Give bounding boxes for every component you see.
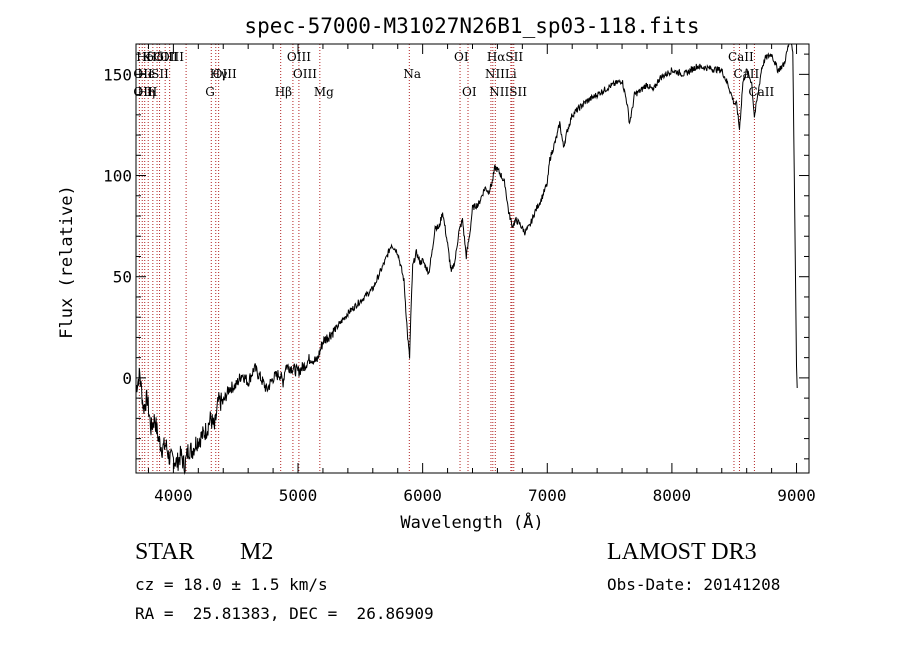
emission-line-label-26: CaII — [733, 67, 759, 81]
x-tick-label-9000: 9000 — [777, 486, 816, 505]
emission-line-label-12: H — [147, 85, 157, 99]
observation-date: Obs-Date: 20141208 — [607, 575, 781, 594]
object-subclass: M2 — [240, 539, 274, 565]
emission-line-label-3: OIII — [154, 50, 178, 64]
emission-line-label-16: OIII — [287, 50, 311, 64]
x-tick-label-4000: 4000 — [154, 486, 193, 505]
emission-line-label-8: Hγ — [210, 67, 228, 81]
emission-line-label-15: Mg — [314, 85, 334, 99]
x-tick-label-6000: 6000 — [403, 486, 442, 505]
redshift-value: cz = 18.0 ± 1.5 km/s — [135, 575, 328, 594]
y-tick-label-0: 0 — [122, 369, 132, 388]
emission-line-label-27: CaII — [748, 85, 774, 99]
emission-line-label-4: OIII — [160, 50, 184, 64]
x-tick-label-8000: 8000 — [653, 486, 692, 505]
emission-line-label-6: He — [137, 67, 155, 81]
emission-line-label-18: Na — [403, 67, 421, 81]
coordinates: RA = 25.81383, DEC = 26.86909 — [135, 604, 434, 623]
emission-line-label-14: Hβ — [275, 85, 292, 99]
emission-line-label-0: Hδ — [136, 50, 154, 64]
object-class: STAR — [135, 539, 195, 565]
emission-line-label-13: G — [205, 85, 215, 99]
emission-line-label-2: Hδ — [146, 50, 164, 64]
emission-line-label-7: SII — [151, 67, 169, 81]
x-tick-label-7000: 7000 — [528, 486, 567, 505]
y-tick-label-150: 150 — [103, 65, 132, 84]
x-axis-label: Wavelength (Å) — [400, 511, 543, 533]
plot-frame — [135, 43, 810, 474]
emission-line-label-22: NII — [485, 67, 505, 81]
emission-line-label-24: NIISII — [489, 85, 527, 99]
survey-name: LAMOST DR3 — [607, 539, 757, 565]
emission-line-label-19: OI — [454, 50, 469, 64]
emission-line-label-1: K — [142, 50, 152, 64]
emission-line-label-20: OI — [462, 85, 477, 99]
emission-line-label-23: Li — [505, 67, 517, 81]
emission-line-markers — [138, 44, 755, 473]
y-axis-ticks: 0 50 100 150 — [103, 53, 809, 460]
emission-line-label-21: HαSII — [487, 50, 524, 64]
emission-line-label-9: OIII — [213, 67, 237, 81]
chart-title: spec-57000-M31027N26B1_sp03-118.fits — [244, 14, 699, 38]
x-tick-label-5000: 5000 — [279, 486, 318, 505]
spectrum-line — [135, 43, 798, 475]
y-tick-label-100: 100 — [103, 167, 132, 186]
emission-line-label-10: OII — [133, 85, 153, 99]
y-tick-label-50: 50 — [113, 268, 132, 287]
x-axis-ticks: 4000 5000 6000 7000 8000 9000 — [147, 44, 816, 505]
emission-line-label-11: Hη — [137, 85, 155, 99]
emission-line-label-17: OIII — [293, 67, 317, 81]
emission-line-label-25: CaII — [728, 50, 754, 64]
y-axis-label: Flux (relative) — [57, 185, 77, 339]
